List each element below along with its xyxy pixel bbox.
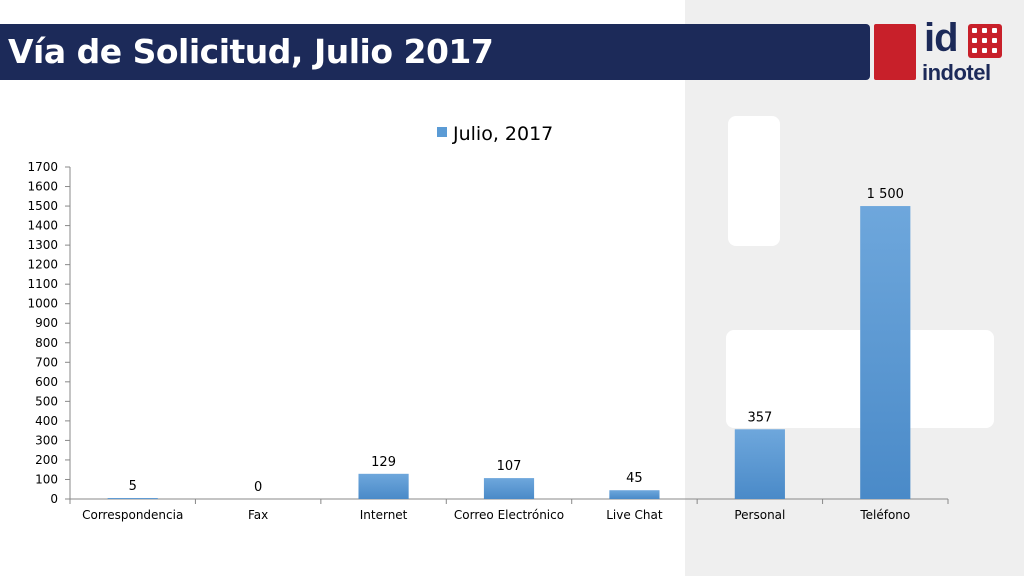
y-tick-label: 900 — [35, 316, 58, 330]
category-label: Internet — [360, 508, 408, 522]
y-tick-label: 1600 — [27, 180, 58, 194]
y-tick-label: 1700 — [27, 160, 58, 174]
bar-4 — [609, 490, 660, 499]
y-tick-label: 1100 — [27, 277, 58, 291]
y-tick-label: 1400 — [27, 219, 58, 233]
y-tick-label: 400 — [35, 414, 58, 428]
background-tab — [728, 116, 780, 246]
bar-6 — [860, 206, 911, 499]
y-tick-label: 100 — [35, 472, 58, 486]
y-tick-label: 300 — [35, 433, 58, 447]
bar-2 — [358, 473, 409, 499]
logo-grid-icon — [968, 24, 1002, 58]
data-label: 5 — [129, 479, 137, 494]
y-tick-label: 1500 — [27, 199, 58, 213]
data-label: 45 — [626, 471, 643, 486]
legend-swatch — [437, 127, 447, 137]
title-bar: Vía de Solicitud, Julio 2017 — [0, 24, 870, 80]
slide-title: Vía de Solicitud, Julio 2017 — [8, 32, 494, 71]
y-tick-label: 1300 — [27, 238, 58, 252]
category-label: Fax — [248, 508, 268, 522]
y-tick-label: 800 — [35, 336, 58, 350]
y-tick-label: 700 — [35, 355, 58, 369]
y-tick-label: 1000 — [27, 297, 58, 311]
category-label: Live Chat — [606, 508, 663, 522]
bar-5 — [734, 429, 785, 499]
data-label: 357 — [747, 410, 772, 425]
brand-red-block — [874, 24, 916, 80]
data-label: 0 — [254, 480, 262, 495]
indotel-logo: id indotel — [922, 16, 1004, 85]
y-tick-label: 200 — [35, 453, 58, 467]
category-label: Correo Electrónico — [454, 508, 564, 522]
category-label: Teléfono — [859, 508, 910, 522]
logo-wordmark: indotel — [922, 60, 991, 85]
data-label: 107 — [497, 459, 522, 474]
y-tick-label: 600 — [35, 375, 58, 389]
data-label: 129 — [371, 455, 396, 470]
legend-label: Julio, 2017 — [452, 123, 553, 145]
y-tick-label: 0 — [50, 492, 58, 506]
bar-3 — [483, 478, 535, 499]
logo-mark: id — [924, 16, 959, 60]
y-tick-label: 500 — [35, 394, 58, 408]
data-label: 1 500 — [867, 187, 904, 202]
category-label: Correspondencia — [82, 508, 183, 522]
bar-0 — [107, 498, 158, 499]
category-label: Personal — [734, 508, 785, 522]
y-tick-label: 1200 — [27, 258, 58, 272]
background-tab — [726, 330, 994, 428]
